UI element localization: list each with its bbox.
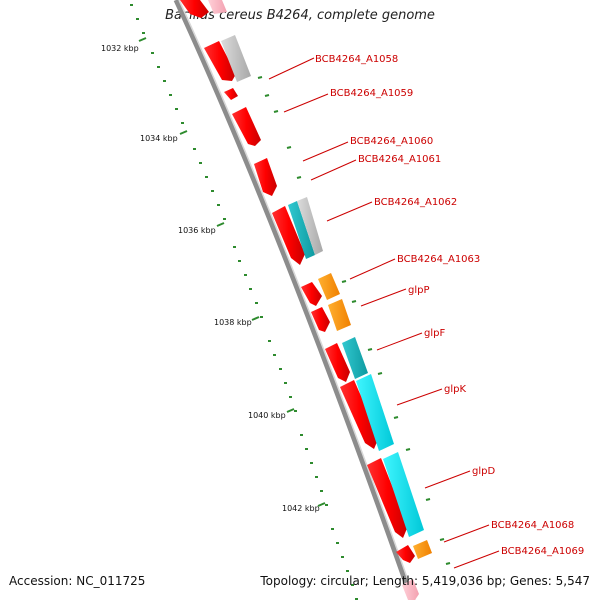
topology-info: Topology: circular; Length: 5,419,036 bp… [260,574,590,588]
label-leader-lines [268,57,500,569]
gene-label-A1069[interactable]: BCB4264_A1069 [501,546,584,557]
tick-label-1040: 1040 kbp [248,411,286,420]
genome-backbone [173,0,415,600]
tick-label-1034: 1034 kbp [140,134,178,143]
gene-arrow-glpF[interactable] [325,343,350,382]
gene-label-glpF[interactable]: glpF [424,328,445,339]
tick-track [130,4,358,600]
gene-label-A1062[interactable]: BCB4264_A1062 [374,197,457,208]
tick-label-1042: 1042 kbp [282,504,320,513]
gene-box-glpF-teal[interactable] [342,337,368,379]
gene-label-A1058[interactable]: BCB4264_A1058 [315,54,398,65]
gene-label-A1059[interactable]: BCB4264_A1059 [330,88,413,99]
gene-arrow-A1058[interactable] [204,41,236,81]
gene-arrow-glpD[interactable] [367,458,408,538]
tick-label-1036: 1036 kbp [178,226,216,235]
accession-info: Accession: NC_011725 [9,574,146,588]
gene-box-top-pink[interactable] [208,0,227,14]
gene-label-A1060[interactable]: BCB4264_A1060 [350,136,433,147]
gene-arrow-A1063[interactable] [301,282,322,306]
gene-box-A1062-teal[interactable] [288,201,315,259]
gene-arrow-top[interactable] [180,0,209,18]
gene-box-glpK-cyan[interactable] [356,374,394,451]
reverse-strand-genes [208,0,432,559]
gene-box-glpD-cyan[interactable] [383,452,424,537]
forward-strand-genes [180,0,419,600]
gene-arrow-A1068[interactable] [396,545,415,563]
map-title: Bacillus cereus B4264, complete genome [165,8,435,23]
tick-label-1038: 1038 kbp [214,318,252,327]
gene-label-A1061[interactable]: BCB4264_A1061 [358,154,441,165]
gene-label-glpK[interactable]: glpK [444,384,466,395]
gene-box-glpP-orange[interactable] [318,273,340,300]
gene-label-A1063[interactable]: BCB4264_A1063 [397,254,480,265]
gene-box-A1062-gray[interactable] [297,197,323,255]
gene-arrow-A1059[interactable] [224,88,238,100]
gene-arrow-glpP[interactable] [311,307,330,332]
gene-arrow-bottom[interactable] [402,579,419,600]
gene-arrow-glpK[interactable] [340,380,379,449]
inner-ticks [257,76,451,565]
gene-box-glpF-orange[interactable] [328,299,351,331]
gene-arrow-A1060[interactable] [232,107,261,146]
major-ticks [138,37,326,507]
tick-label-1032: 1032 kbp [101,44,139,53]
gene-arrow-A1061[interactable] [254,158,277,196]
gene-box-A1069-orange[interactable] [413,540,432,559]
gene-label-glpP[interactable]: glpP [408,285,430,296]
gene-arrow-A1062[interactable] [272,206,305,265]
genome-backbone-highlight [178,0,416,600]
gene-box-A1058-gray[interactable] [221,35,251,82]
gene-label-A1068[interactable]: BCB4264_A1068 [491,520,574,531]
gene-label-glpD[interactable]: glpD [472,466,495,477]
